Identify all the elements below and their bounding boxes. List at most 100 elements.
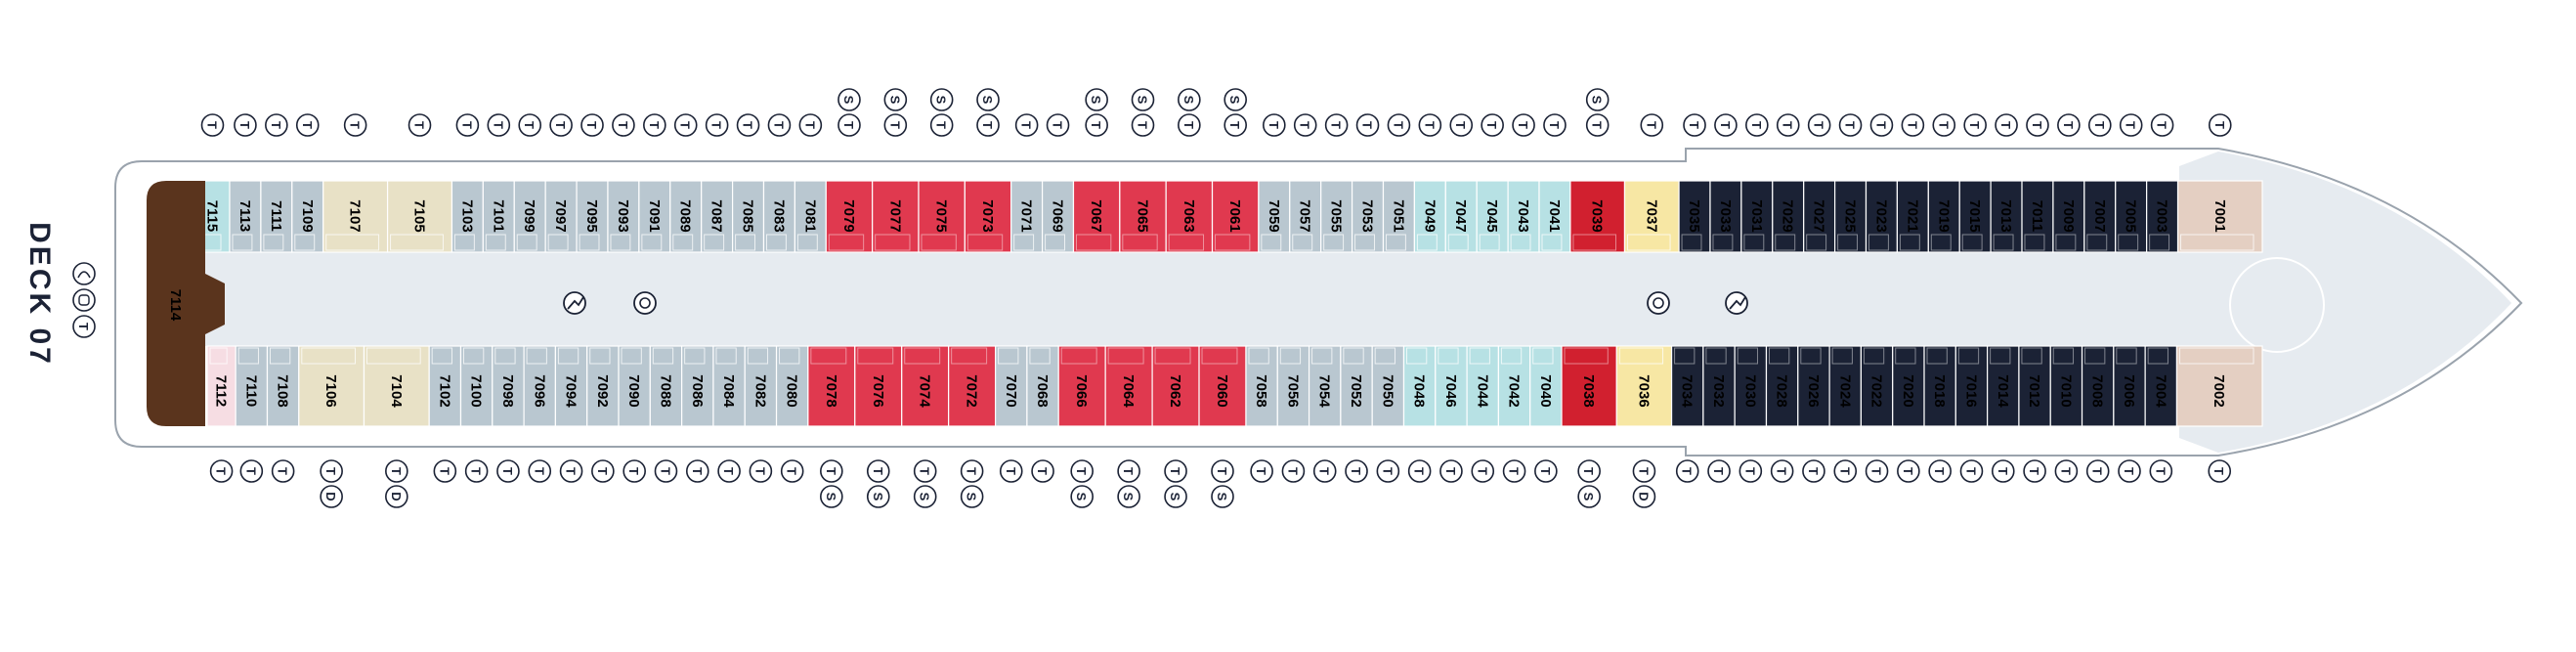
cabin-7031[interactable]: 7031: [1740, 180, 1774, 253]
cabin-7018[interactable]: 7018: [1923, 345, 1956, 427]
cabin-7034[interactable]: 7034: [1670, 345, 1704, 427]
cabin-7012[interactable]: 7012: [2018, 345, 2051, 427]
cabin-7084[interactable]: 7084: [712, 345, 746, 427]
cabin-7093[interactable]: 7093: [607, 180, 640, 253]
cabin-7088[interactable]: 7088: [649, 345, 683, 427]
cabin-7087[interactable]: 7087: [701, 180, 734, 253]
cabin-7059[interactable]: 7059: [1258, 180, 1291, 253]
cabin-7079[interactable]: 7079: [825, 180, 874, 253]
cabin-7046[interactable]: 7046: [1435, 345, 1468, 427]
cabin-7092[interactable]: 7092: [586, 345, 620, 427]
cabin-7029[interactable]: 7029: [1772, 180, 1805, 253]
cabin-7049[interactable]: 7049: [1413, 180, 1446, 253]
cabin-7015[interactable]: 7015: [1958, 180, 1992, 253]
cabin-7091[interactable]: 7091: [638, 180, 671, 253]
cabin-7050[interactable]: 7050: [1371, 345, 1405, 427]
cabin-7016[interactable]: 7016: [1954, 345, 1989, 427]
cabin-7024[interactable]: 7024: [1828, 345, 1863, 427]
cabin-7036[interactable]: 7036: [1615, 345, 1673, 427]
cabin-7054[interactable]: 7054: [1308, 345, 1342, 427]
cabin-7038[interactable]: 7038: [1561, 345, 1617, 427]
cabin-7037[interactable]: 7037: [1623, 180, 1680, 253]
cabin-7045[interactable]: 7045: [1476, 180, 1509, 253]
cabin-7003[interactable]: 7003: [2146, 180, 2179, 253]
cabin-7002[interactable]: 7002: [2175, 345, 2263, 427]
cabin-7103[interactable]: 7103: [451, 180, 484, 253]
cabin-7098[interactable]: 7098: [492, 345, 525, 427]
cabin-7076[interactable]: 7076: [854, 345, 903, 427]
cabin-7023[interactable]: 7023: [1865, 180, 1899, 253]
cabin-7013[interactable]: 7013: [1990, 180, 2023, 253]
cabin-7061[interactable]: 7061: [1211, 180, 1260, 253]
cabin-7086[interactable]: 7086: [681, 345, 714, 427]
cabin-7042[interactable]: 7042: [1497, 345, 1531, 427]
cabin-7100[interactable]: 7100: [459, 345, 494, 427]
cabin-7009[interactable]: 7009: [2052, 180, 2085, 253]
cabin-7097[interactable]: 7097: [544, 180, 578, 253]
cabin-7105[interactable]: 7105: [386, 180, 453, 253]
cabin-7006[interactable]: 7006: [2113, 345, 2146, 427]
cabin-7112[interactable]: 7112: [206, 345, 236, 427]
cabin-7110[interactable]: 7110: [235, 345, 269, 427]
cabin-7040[interactable]: 7040: [1529, 345, 1563, 427]
cabin-7041[interactable]: 7041: [1538, 180, 1571, 253]
cabin-7060[interactable]: 7060: [1198, 345, 1247, 427]
cabin-7056[interactable]: 7056: [1276, 345, 1310, 427]
cabin-7095[interactable]: 7095: [576, 180, 609, 253]
cabin-7090[interactable]: 7090: [618, 345, 651, 427]
cabin-7109[interactable]: 7109: [291, 180, 324, 253]
cabin-7094[interactable]: 7094: [554, 345, 588, 427]
cabin-7030[interactable]: 7030: [1734, 345, 1768, 427]
cabin-7080[interactable]: 7080: [775, 345, 809, 427]
cabin-7078[interactable]: 7078: [807, 345, 856, 427]
cabin-7099[interactable]: 7099: [513, 180, 546, 253]
cabin-7043[interactable]: 7043: [1507, 180, 1540, 253]
cabin-7102[interactable]: 7102: [428, 345, 462, 427]
cabin-7065[interactable]: 7065: [1119, 180, 1167, 253]
cabin-7044[interactable]: 7044: [1466, 345, 1500, 427]
cabin-7081[interactable]: 7081: [794, 180, 827, 253]
cabin-7101[interactable]: 7101: [482, 180, 515, 253]
cabin-7007[interactable]: 7007: [2083, 180, 2117, 253]
cabin-7062[interactable]: 7062: [1151, 345, 1200, 427]
cabin-7052[interactable]: 7052: [1340, 345, 1373, 427]
cabin-7001[interactable]: 7001: [2176, 180, 2263, 253]
cabin-7111[interactable]: 7111: [260, 180, 293, 253]
cabin-7077[interactable]: 7077: [872, 180, 920, 253]
cabin-7008[interactable]: 7008: [2081, 345, 2115, 427]
cabin-7058[interactable]: 7058: [1245, 345, 1278, 427]
cabin-7004[interactable]: 7004: [2144, 345, 2178, 427]
cabin-7048[interactable]: 7048: [1402, 345, 1437, 427]
cabin-7063[interactable]: 7063: [1165, 180, 1214, 253]
cabin-7005[interactable]: 7005: [2115, 180, 2148, 253]
cabin-7072[interactable]: 7072: [948, 345, 997, 427]
cabin-7011[interactable]: 7011: [2021, 180, 2054, 253]
cabin-7055[interactable]: 7055: [1320, 180, 1353, 253]
cabin-7025[interactable]: 7025: [1833, 180, 1868, 253]
cabin-7107[interactable]: 7107: [322, 180, 389, 253]
cabin-7057[interactable]: 7057: [1289, 180, 1322, 253]
cabin-7047[interactable]: 7047: [1444, 180, 1478, 253]
cabin-7010[interactable]: 7010: [2049, 345, 2083, 427]
cabin-7096[interactable]: 7096: [523, 345, 557, 427]
cabin-7073[interactable]: 7073: [964, 180, 1012, 253]
cabin-7089[interactable]: 7089: [669, 180, 703, 253]
cabin-7071[interactable]: 7071: [1010, 180, 1044, 253]
cabin-7085[interactable]: 7085: [731, 180, 765, 253]
cabin-7014[interactable]: 7014: [1987, 345, 2020, 427]
cabin-7053[interactable]: 7053: [1351, 180, 1385, 253]
cabin-7068[interactable]: 7068: [1026, 345, 1059, 427]
cabin-7083[interactable]: 7083: [762, 180, 796, 253]
cabin-7035[interactable]: 7035: [1678, 180, 1711, 253]
cabin-7082[interactable]: 7082: [744, 345, 778, 427]
cabin-7032[interactable]: 7032: [1702, 345, 1736, 427]
cabin-7051[interactable]: 7051: [1382, 180, 1415, 253]
cabin-7021[interactable]: 7021: [1896, 180, 1929, 253]
cabin-7022[interactable]: 7022: [1860, 345, 1894, 427]
cabin-7106[interactable]: 7106: [298, 345, 365, 427]
cabin-7028[interactable]: 7028: [1765, 345, 1799, 427]
cabin-7019[interactable]: 7019: [1927, 180, 1960, 253]
cabin-7113[interactable]: 7113: [229, 180, 262, 253]
cabin-7020[interactable]: 7020: [1892, 345, 1925, 427]
cabin-7066[interactable]: 7066: [1057, 345, 1106, 427]
